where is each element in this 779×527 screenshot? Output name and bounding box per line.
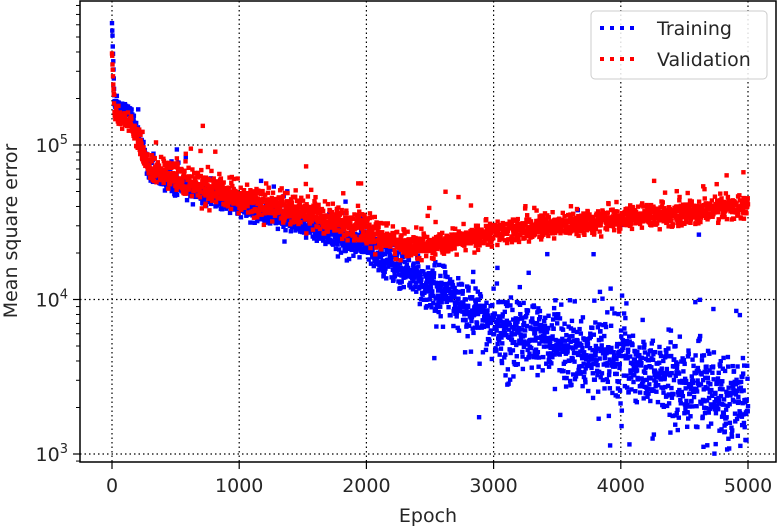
legend-label-validation: Validation [657, 49, 751, 71]
x-tick-label: 2000 [342, 475, 390, 497]
y-tick-label: 104 [36, 288, 68, 312]
x-axis-label: Epoch [399, 505, 457, 527]
legend-item-training: Training [600, 18, 732, 40]
legend-item-validation: Validation [600, 49, 751, 71]
plot-area [109, 20, 751, 456]
y-axis-label: Mean square error [0, 144, 22, 319]
legend-label-training: Training [656, 18, 732, 40]
axes-frame [79, 0, 777, 463]
validation-series [109, 51, 751, 263]
x-tick-label: 3000 [469, 475, 517, 497]
x-tick-label: 5000 [724, 475, 772, 497]
x-tick-label: 4000 [597, 475, 645, 497]
y-axis-ticks: 103 104 105 [36, 4, 80, 466]
y-tick-label: 103 [36, 442, 68, 466]
x-tick-label: 1000 [215, 475, 263, 497]
legend: Training Validation [590, 10, 768, 80]
legend-box [590, 10, 768, 80]
y-tick-label: 105 [36, 133, 68, 157]
x-axis-ticks: 0 1000 2000 3000 4000 5000 [106, 462, 772, 497]
x-tick-label: 0 [106, 475, 118, 497]
